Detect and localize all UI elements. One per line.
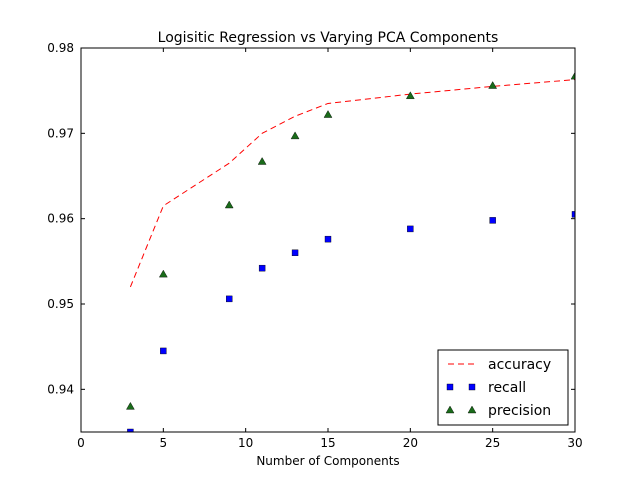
legend: accuracy recall precision	[437, 349, 569, 426]
x-tick-label: 15	[320, 436, 335, 450]
series-accuracy	[129, 79, 575, 288]
legend-label: recall	[488, 380, 526, 396]
x-tick-label: 25	[485, 436, 500, 450]
precision-point	[257, 157, 267, 165]
legend-item-precision: precision	[445, 403, 551, 419]
legend-item-accuracy: accuracy	[448, 357, 551, 373]
series-layer	[126, 71, 575, 432]
y-tick-label: 0.97	[47, 126, 74, 140]
precision-point	[158, 269, 168, 278]
legend-swatch	[446, 383, 454, 391]
recall-point	[258, 264, 266, 272]
precision-point	[488, 81, 498, 89]
precision-point	[405, 91, 415, 99]
recall-point	[291, 249, 299, 257]
series-recall	[127, 211, 575, 432]
recall-point	[225, 295, 233, 303]
legend-item-recall: recall	[446, 380, 526, 396]
y-tick-label: 0.94	[47, 382, 74, 396]
x-tick-label: 10	[238, 436, 253, 450]
y-tick-label: 0.95	[47, 297, 74, 311]
legend-label: accuracy	[488, 357, 551, 373]
series-precision	[126, 71, 575, 410]
legend-swatch	[445, 405, 455, 414]
recall-point	[160, 347, 167, 355]
precision-point	[290, 131, 300, 140]
recall-point	[571, 211, 575, 218]
legend-swatch	[468, 383, 476, 391]
recall-point	[127, 428, 134, 432]
precision-point	[570, 71, 575, 80]
x-tick-label: 5	[160, 436, 168, 450]
y-tick-label: 0.98	[47, 41, 74, 55]
axis-ticks: 0 5 10 15 20 25 30 0.94 0.95 0.96 0.97 0.98	[47, 41, 582, 450]
x-tick-label: 0	[77, 436, 85, 450]
y-tick-label: 0.96	[47, 212, 74, 226]
chart-title: Logisitic Regression vs Varying PCA Comp…	[158, 30, 499, 46]
legend-box	[437, 349, 569, 426]
legend-label: precision	[488, 403, 551, 419]
recall-point	[407, 225, 414, 233]
x-tick-label: 20	[403, 436, 418, 450]
x-axis-label: Number of Components	[256, 454, 399, 468]
recall-point	[324, 235, 332, 243]
recall-point	[489, 217, 496, 224]
legend-swatch	[467, 405, 477, 414]
x-tick-label: 30	[567, 436, 582, 450]
precision-point	[126, 401, 135, 410]
precision-point	[323, 110, 333, 118]
accuracy-line	[129, 79, 575, 288]
precision-point	[224, 200, 234, 209]
plot-series	[126, 71, 575, 432]
